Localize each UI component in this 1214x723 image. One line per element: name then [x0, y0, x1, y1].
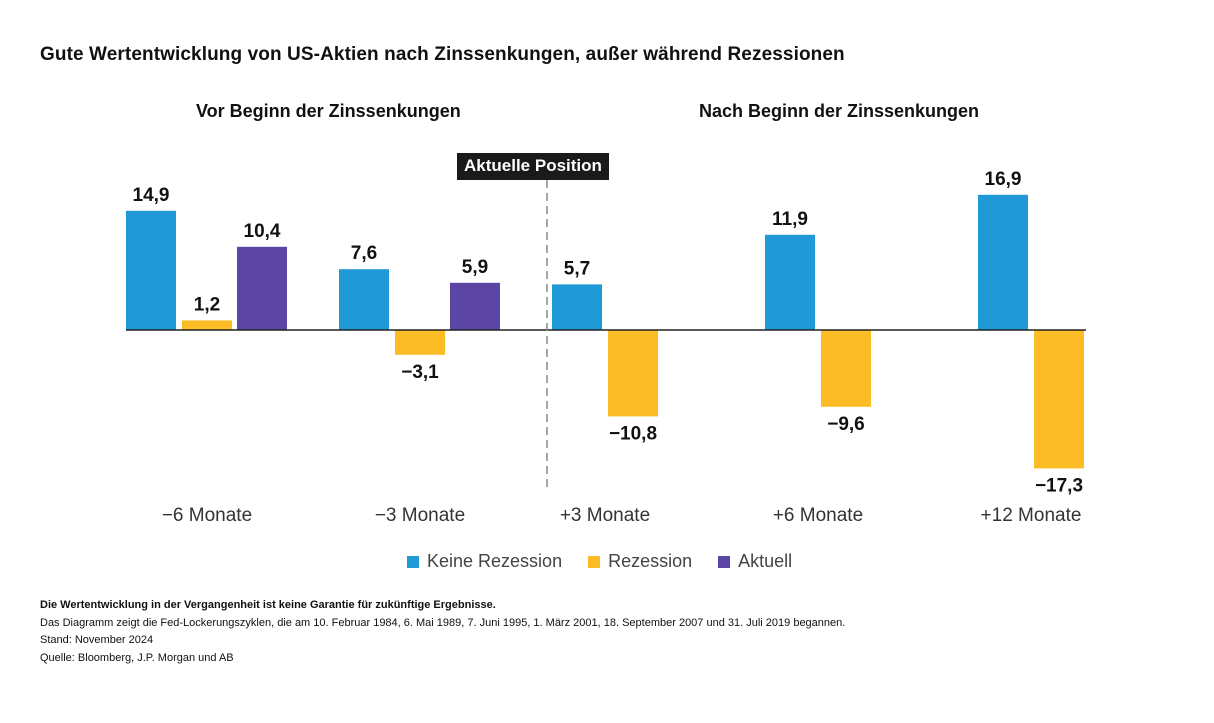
description-note: Das Diagramm zeigt die Fed-Lockerungszyk…	[40, 616, 846, 629]
bar	[821, 330, 871, 407]
data-label: −10,8	[609, 423, 657, 444]
legend-swatch-rezession	[588, 555, 601, 568]
bar	[552, 284, 602, 330]
disclaimer-note: Die Wertentwicklung in der Vergangenheit…	[40, 599, 496, 611]
data-label: 10,4	[244, 221, 281, 242]
date-note: Stand: November 2024	[40, 634, 154, 646]
current-position-badge: Aktuelle Position	[457, 153, 609, 180]
bar	[237, 246, 287, 330]
data-label: 16,9	[985, 169, 1022, 190]
legend-item-keine-rezession: Keine Rezession	[407, 551, 562, 572]
bar	[978, 194, 1028, 330]
category-label: +12 Monate	[981, 505, 1082, 526]
data-label: 14,9	[133, 185, 170, 206]
bar	[608, 330, 658, 417]
source-note: Quelle: Bloomberg, J.P. Morgan und AB	[40, 651, 234, 664]
bar	[450, 282, 500, 330]
bar	[395, 330, 445, 355]
data-label: 5,9	[462, 257, 488, 278]
bar	[339, 269, 389, 330]
legend: Keine Rezession Rezession Aktuell	[407, 551, 792, 572]
section-title-before: Vor Beginn der Zinssenkungen	[196, 101, 461, 121]
bar	[1034, 330, 1084, 469]
footnotes: Die Wertentwicklung in der Vergangenheit…	[40, 597, 845, 667]
section-title-after: Nach Beginn der Zinssenkungen	[699, 101, 980, 121]
category-label: −6 Monate	[162, 505, 252, 526]
chart-title: Gute Wertentwicklung von US-Aktien nach …	[40, 44, 845, 65]
data-label: −9,6	[827, 414, 865, 435]
data-label: 1,2	[194, 294, 220, 315]
legend-label-aktuell: Aktuell	[738, 551, 793, 571]
legend-label-rezession: Rezession	[608, 551, 693, 571]
category-label: +6 Monate	[773, 505, 863, 526]
data-label: −17,3	[1035, 475, 1083, 496]
legend-item-aktuell: Aktuell	[718, 551, 792, 572]
category-label: +3 Monate	[560, 505, 650, 526]
bar	[182, 320, 232, 330]
legend-swatch-keine-rezession	[407, 555, 419, 568]
legend-label-keine-rezession: Keine Rezession	[427, 551, 563, 571]
bar	[126, 210, 176, 330]
legend-item-rezession: Rezession	[588, 551, 692, 572]
data-label: 11,9	[772, 209, 808, 230]
data-label: 5,7	[564, 258, 590, 279]
legend-swatch-aktuell	[718, 555, 731, 568]
bar	[765, 234, 815, 330]
category-label: −3 Monate	[375, 505, 465, 526]
data-label: −3,1	[401, 362, 439, 383]
data-label: 7,6	[351, 243, 377, 264]
